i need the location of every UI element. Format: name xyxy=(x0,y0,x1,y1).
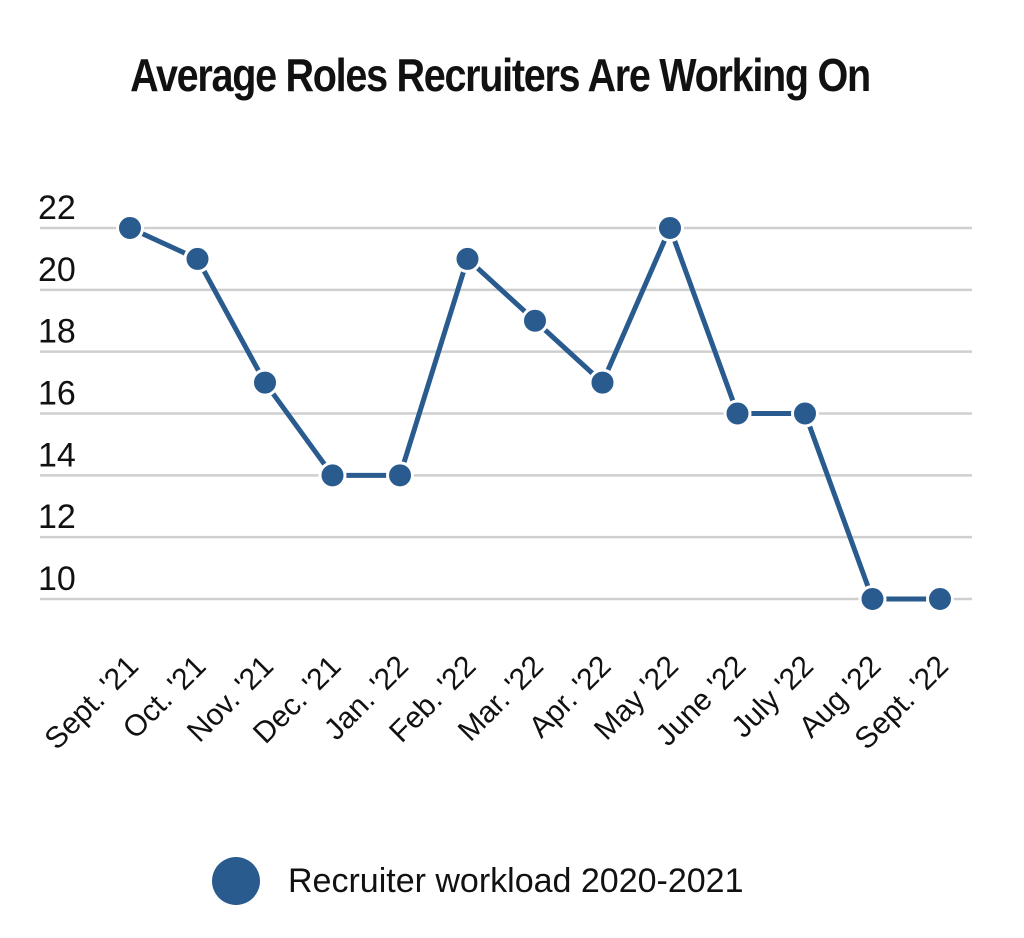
gridlines xyxy=(40,226,972,601)
y-axis: 10 12 14 16 18 20 22 xyxy=(38,189,76,598)
legend-marker xyxy=(212,857,260,905)
data-point xyxy=(791,399,819,428)
data-point xyxy=(116,214,144,242)
data-point xyxy=(858,585,887,613)
legend-label: Recruiter workload 2020-2021 xyxy=(288,861,744,900)
chart-title: Average Roles Recruiters Are Working On xyxy=(130,49,871,101)
y-tick-label: 16 xyxy=(38,375,76,413)
data-point xyxy=(588,368,617,397)
data-point xyxy=(318,461,347,490)
data-point xyxy=(251,368,279,397)
data-point xyxy=(656,214,684,242)
y-tick-label: 14 xyxy=(38,436,76,474)
data-point xyxy=(453,244,482,273)
x-tick-label: Sept. '21 xyxy=(39,650,145,756)
data-point xyxy=(183,244,212,273)
data-point xyxy=(521,306,549,335)
y-tick-label: 18 xyxy=(38,313,76,351)
y-tick-label: 22 xyxy=(38,189,76,227)
data-point xyxy=(386,461,414,490)
series xyxy=(116,214,954,613)
data-point xyxy=(926,585,954,613)
data-point xyxy=(723,399,752,428)
y-tick-label: 12 xyxy=(38,498,76,536)
y-tick-label: 20 xyxy=(38,251,76,289)
y-tick-label: 10 xyxy=(38,560,76,598)
legend: Recruiter workload 2020-2021 xyxy=(212,856,743,906)
